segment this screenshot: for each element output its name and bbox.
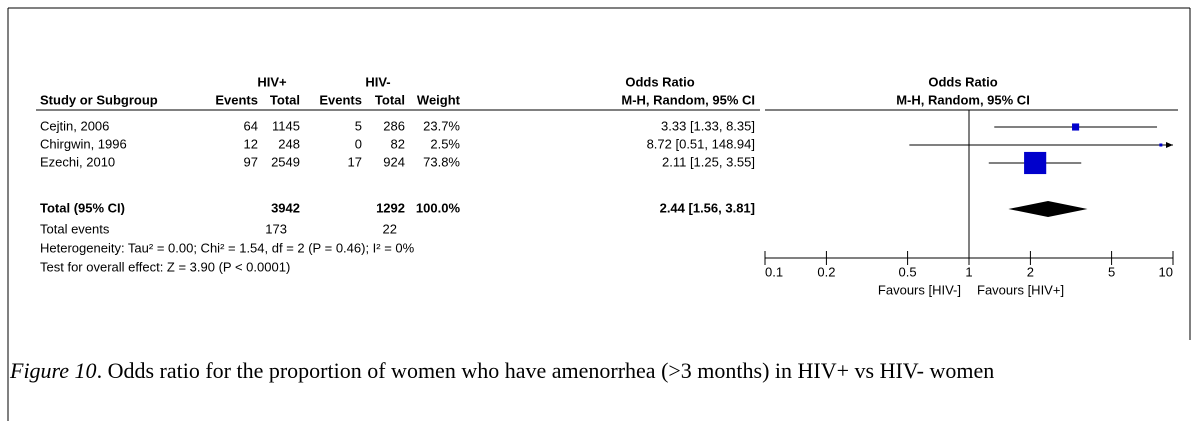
table-cell: 3.33 [1.33, 8.35] bbox=[661, 118, 755, 133]
x-tick-label: 0.1 bbox=[765, 264, 783, 279]
total-cell: 2.44 [1.56, 3.81] bbox=[660, 200, 755, 215]
x-tick-label: 10 bbox=[1159, 264, 1173, 279]
x-tick-label: 1 bbox=[965, 264, 972, 279]
total-label: Total (95% CI) bbox=[40, 200, 125, 215]
events-cell: 173 bbox=[265, 221, 287, 236]
column-header: M-H, Random, 95% CI bbox=[621, 92, 755, 107]
table-cell: 23.7% bbox=[423, 118, 460, 133]
column-header: Events bbox=[319, 92, 362, 107]
table-cell: 0 bbox=[355, 136, 362, 151]
table-cell: 97 bbox=[244, 154, 258, 169]
table-cell: Cejtin, 2006 bbox=[40, 118, 109, 133]
plot-title: Odds Ratio bbox=[928, 74, 997, 89]
table-cell: 82 bbox=[391, 136, 405, 151]
total-diamond bbox=[1008, 201, 1088, 217]
table-cell: 248 bbox=[278, 136, 300, 151]
column-header: Total bbox=[270, 92, 300, 107]
x-tick-label: 5 bbox=[1108, 264, 1115, 279]
x-label-left: Favours [HIV-] bbox=[878, 282, 961, 297]
group-header: HIV- bbox=[365, 74, 390, 89]
table-cell: 17 bbox=[348, 154, 362, 169]
caption-text: . Odds ratio for the proportion of women… bbox=[96, 358, 995, 383]
group-header: Odds Ratio bbox=[625, 74, 694, 89]
x-label-right: Favours [HIV+] bbox=[977, 282, 1064, 297]
table-cell: Ezechi, 2010 bbox=[40, 154, 115, 169]
table-cell: 1145 bbox=[272, 118, 300, 133]
column-header: Weight bbox=[417, 92, 461, 107]
column-header: Study or Subgroup bbox=[40, 92, 158, 107]
ci-arrow bbox=[1166, 142, 1173, 148]
table-cell: 2.5% bbox=[430, 136, 460, 151]
table-cell: 73.8% bbox=[423, 154, 460, 169]
table-cell: 12 bbox=[244, 136, 258, 151]
column-header: Events bbox=[215, 92, 258, 107]
table-cell: 64 bbox=[244, 118, 258, 133]
events-label: Total events bbox=[40, 221, 110, 236]
total-cell: 1292 bbox=[376, 200, 405, 215]
table-cell: 924 bbox=[383, 154, 405, 169]
x-tick-label: 0.5 bbox=[899, 264, 917, 279]
column-header: Total bbox=[375, 92, 405, 107]
x-tick-label: 2 bbox=[1027, 264, 1034, 279]
x-tick-label: 0.2 bbox=[817, 264, 835, 279]
table-cell: 2.11 [1.25, 3.55] bbox=[662, 154, 755, 169]
table-cell: 5 bbox=[355, 118, 362, 133]
group-header: HIV+ bbox=[257, 74, 287, 89]
overall-effect: Test for overall effect: Z = 3.90 (P < 0… bbox=[40, 259, 290, 274]
total-cell: 100.0% bbox=[416, 200, 461, 215]
table-cell: 286 bbox=[383, 118, 405, 133]
plot-subtitle: M-H, Random, 95% CI bbox=[896, 92, 1030, 107]
caption-label: Figure 10 bbox=[10, 358, 97, 383]
table-cell: 2549 bbox=[271, 154, 300, 169]
total-cell: 3942 bbox=[271, 200, 300, 215]
point-estimate bbox=[1024, 151, 1047, 175]
point-estimate bbox=[1072, 123, 1080, 131]
point-estimate bbox=[1159, 143, 1163, 147]
table-cell: 8.72 [0.51, 148.94] bbox=[647, 136, 755, 151]
events-cell: 22 bbox=[383, 221, 397, 236]
caption: Figure 10. Odds ratio for the proportion… bbox=[10, 355, 1170, 386]
table-cell: Chirgwin, 1996 bbox=[40, 136, 127, 151]
heterogeneity: Heterogeneity: Tau² = 0.00; Chi² = 1.54,… bbox=[40, 240, 415, 255]
